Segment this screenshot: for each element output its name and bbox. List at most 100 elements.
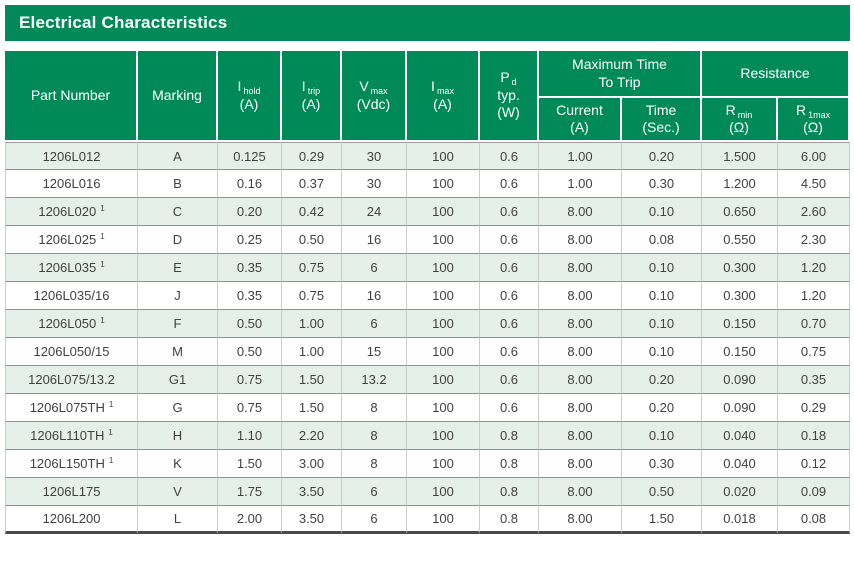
table-row: 1206L200 L 2.00 3.50 6 100 0.8 8.00 1.50…	[5, 506, 851, 534]
cell-i-trip: 1.50	[282, 366, 342, 394]
part-number-footnote: 1	[100, 260, 105, 269]
cell-r-1max: 1.20	[778, 254, 851, 282]
cell-r-1max: 0.08	[778, 506, 851, 534]
cell-r-min: 0.550	[702, 226, 778, 254]
cell-trip-time: 0.10	[622, 254, 702, 282]
cell-i-max: 100	[407, 422, 480, 450]
cell-r-min: 0.090	[702, 366, 778, 394]
cell-r-min: 0.150	[702, 310, 778, 338]
cell-trip-time: 0.10	[622, 198, 702, 226]
cell-trip-current: 8.00	[539, 394, 622, 422]
cell-p-d: 0.8	[480, 450, 539, 478]
cell-r-1max: 0.70	[778, 310, 851, 338]
cell-i-trip: 0.50	[282, 226, 342, 254]
cell-i-max: 100	[407, 282, 480, 310]
table-row: 1206L012 A 0.125 0.29 30 100 0.6 1.00 0.…	[5, 142, 851, 170]
cell-i-hold: 2.00	[218, 506, 282, 534]
cell-r-min: 0.150	[702, 338, 778, 366]
cell-v-max: 6	[342, 310, 407, 338]
cell-marking: J	[138, 282, 218, 310]
cell-v-max: 6	[342, 506, 407, 534]
cell-i-hold: 0.25	[218, 226, 282, 254]
table-row: 1206L110TH 1 H 1.10 2.20 8 100 0.8 8.00 0…	[5, 422, 851, 450]
cell-i-max: 100	[407, 506, 480, 534]
cell-trip-current: 8.00	[539, 450, 622, 478]
cell-i-trip: 0.75	[282, 254, 342, 282]
cell-i-hold: 0.50	[218, 310, 282, 338]
cell-i-max: 100	[407, 338, 480, 366]
cell-part-number: 1206L075/13.2	[5, 366, 138, 394]
cell-v-max: 8	[342, 422, 407, 450]
cell-trip-time: 0.20	[622, 142, 702, 170]
cell-marking: C	[138, 198, 218, 226]
cell-marking: D	[138, 226, 218, 254]
cell-marking: G	[138, 394, 218, 422]
cell-r-1max: 0.09	[778, 478, 851, 506]
cell-part-number: 1206L110TH 1	[5, 422, 138, 450]
cell-r-min: 0.018	[702, 506, 778, 534]
cell-marking: G1	[138, 366, 218, 394]
cell-r-1max: 2.60	[778, 198, 851, 226]
cell-trip-time: 0.50	[622, 478, 702, 506]
cell-i-max: 100	[407, 226, 480, 254]
cell-i-max: 100	[407, 254, 480, 282]
part-number-text: 1206L012	[42, 148, 101, 164]
cell-part-number: 1206L035/16	[5, 282, 138, 310]
cell-trip-time: 0.10	[622, 338, 702, 366]
part-number-text: 1206L110TH	[30, 428, 105, 443]
part-number-text: 1206L025	[38, 232, 97, 247]
part-number-footnote: 1	[100, 204, 105, 213]
cell-r-1max: 4.50	[778, 170, 851, 198]
cell-i-hold: 0.75	[218, 366, 282, 394]
cell-i-hold: 1.10	[218, 422, 282, 450]
cell-marking: K	[138, 450, 218, 478]
cell-p-d: 0.6	[480, 282, 539, 310]
page-title: Electrical Characteristics	[19, 13, 228, 32]
cell-i-trip: 1.50	[282, 394, 342, 422]
cell-r-1max: 0.75	[778, 338, 851, 366]
cell-trip-current: 8.00	[539, 282, 622, 310]
cell-trip-time: 0.10	[622, 282, 702, 310]
cell-r-min: 0.650	[702, 198, 778, 226]
part-number-text: 1206L150TH	[29, 456, 105, 471]
cell-v-max: 30	[342, 170, 407, 198]
cell-marking: V	[138, 478, 218, 506]
cell-trip-current: 8.00	[539, 422, 622, 450]
cell-trip-time: 0.30	[622, 450, 702, 478]
cell-trip-current: 1.00	[539, 142, 622, 170]
cell-i-hold: 0.75	[218, 394, 282, 422]
cell-i-hold: 0.35	[218, 254, 282, 282]
cell-i-hold: 0.50	[218, 338, 282, 366]
cell-r-1max: 0.12	[778, 450, 851, 478]
table-row: 1206L175 V 1.75 3.50 6 100 0.8 8.00 0.50…	[5, 478, 851, 506]
cell-i-trip: 3.50	[282, 506, 342, 534]
cell-r-1max: 0.35	[778, 366, 851, 394]
part-number-text: 1206L020	[38, 204, 97, 219]
cell-part-number: 1206L050 1	[5, 310, 138, 338]
group-header-resistance: Resistance	[702, 51, 851, 98]
col-header-trip-current: Current (A)	[539, 98, 622, 142]
table-row: 1206L150TH 1 K 1.50 3.00 8 100 0.8 8.00 0…	[5, 450, 851, 478]
cell-i-trip: 0.29	[282, 142, 342, 170]
part-number-footnote: 1	[108, 428, 113, 437]
cell-trip-current: 8.00	[539, 338, 622, 366]
cell-r-min: 0.020	[702, 478, 778, 506]
table-row: 1206L035/16 J 0.35 0.75 16 100 0.6 8.00 …	[5, 282, 851, 310]
cell-v-max: 16	[342, 226, 407, 254]
cell-i-hold: 1.50	[218, 450, 282, 478]
cell-r-1max: 0.18	[778, 422, 851, 450]
cell-v-max: 13.2	[342, 366, 407, 394]
cell-trip-time: 0.08	[622, 226, 702, 254]
cell-part-number: 1206L200	[5, 506, 138, 534]
part-number-text: 1206L016	[42, 176, 101, 191]
cell-marking: L	[138, 506, 218, 534]
cell-i-max: 100	[407, 170, 480, 198]
cell-trip-current: 8.00	[539, 310, 622, 338]
cell-i-trip: 0.42	[282, 198, 342, 226]
